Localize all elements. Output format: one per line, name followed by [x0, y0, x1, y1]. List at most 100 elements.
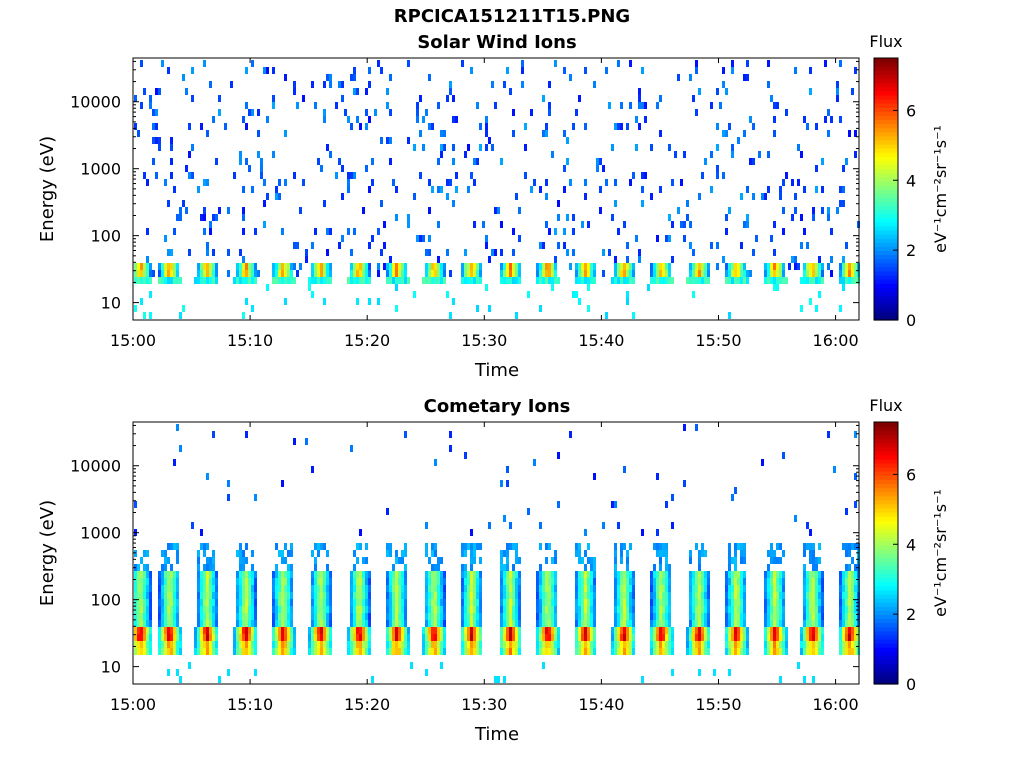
heatmap-cell	[746, 648, 749, 655]
heatmap-cell	[149, 627, 152, 634]
heatmap-cell	[428, 235, 431, 242]
heatmap-cell	[167, 571, 170, 578]
heatmap-cell	[683, 480, 686, 487]
heatmap-cell	[584, 67, 587, 74]
heatmap-cell	[272, 95, 275, 102]
heatmap-cell	[365, 123, 368, 130]
heatmap-cell	[182, 305, 185, 312]
colorbar-step	[874, 217, 898, 223]
y-tick-label: 10000	[70, 457, 121, 476]
heatmap-cell	[512, 228, 515, 235]
heatmap-cell	[626, 648, 629, 655]
heatmap-cell	[578, 543, 581, 550]
heatmap-cell	[326, 599, 329, 606]
heatmap-cell	[290, 564, 293, 571]
colorbar-step	[874, 634, 898, 640]
heatmap-cell	[848, 571, 851, 578]
heatmap-cell	[551, 627, 554, 634]
heatmap-cell	[206, 277, 209, 284]
heatmap-cell	[611, 648, 614, 655]
heatmap-cell	[179, 277, 182, 284]
heatmap-cell	[821, 207, 824, 214]
heatmap-cell	[452, 95, 455, 102]
heatmap-cell	[512, 613, 515, 620]
heatmap-cell	[407, 634, 410, 641]
heatmap-cell	[509, 613, 512, 620]
heatmap-cell	[239, 557, 242, 564]
heatmap-cell	[272, 641, 275, 648]
heatmap-cell	[659, 578, 662, 585]
heatmap-cell	[701, 172, 704, 179]
heatmap-cell	[245, 431, 248, 438]
heatmap-cell	[764, 627, 767, 634]
heatmap-cell	[512, 599, 515, 606]
heatmap-cell	[362, 620, 365, 627]
heatmap-cell	[821, 648, 824, 655]
heatmap-cell	[314, 634, 317, 641]
heatmap-cell	[656, 550, 659, 557]
heatmap-cell	[539, 592, 542, 599]
heatmap-cell	[842, 263, 845, 270]
heatmap-cell	[197, 186, 200, 193]
heatmap-cell	[203, 263, 206, 270]
heatmap-cell	[404, 627, 407, 634]
heatmap-cell	[485, 284, 488, 291]
heatmap-cell	[635, 116, 638, 123]
heatmap-cell	[770, 550, 773, 557]
heatmap-cell	[422, 235, 425, 242]
heatmap-cell	[593, 81, 596, 88]
heatmap-cell	[338, 158, 341, 165]
heatmap-cell	[140, 641, 143, 648]
heatmap-cell	[440, 270, 443, 277]
heatmap-cell	[425, 543, 428, 550]
heatmap-cell	[239, 543, 242, 550]
heatmap-cell	[431, 277, 434, 284]
heatmap-cell	[368, 571, 371, 578]
heatmap-cell	[776, 592, 779, 599]
heatmap-cell	[515, 270, 518, 277]
heatmap-cell	[698, 634, 701, 641]
heatmap-cell	[854, 501, 857, 508]
colorbar-step	[874, 565, 898, 570]
heatmap-cell	[317, 641, 320, 648]
heatmap-cell	[395, 592, 398, 599]
heatmap-cell	[749, 270, 752, 277]
heatmap-cell	[479, 613, 482, 620]
heatmap-cell	[473, 585, 476, 592]
heatmap-cell	[395, 634, 398, 641]
heatmap-cell	[797, 144, 800, 151]
heatmap-cell	[842, 592, 845, 599]
heatmap-cell	[287, 634, 290, 641]
heatmap-cell	[290, 550, 293, 557]
heatmap-cell	[836, 207, 839, 214]
heatmap-cell	[272, 620, 275, 627]
heatmap-cell	[236, 627, 239, 634]
heatmap-cell	[542, 634, 545, 641]
heatmap-cell	[800, 648, 803, 655]
heatmap-cell	[434, 606, 437, 613]
heatmap-cell	[776, 543, 779, 550]
heatmap-cell	[776, 606, 779, 613]
heatmap-cell	[200, 263, 203, 270]
heatmap-cell	[251, 585, 254, 592]
heatmap-cell	[287, 592, 290, 599]
heatmap-cell	[773, 634, 776, 641]
heatmap-cell	[779, 606, 782, 613]
heatmap-cell	[371, 676, 374, 683]
heatmap-cell	[311, 641, 314, 648]
heatmap-cell	[821, 627, 824, 634]
heatmap-cell	[164, 557, 167, 564]
heatmap-cell	[287, 641, 290, 648]
heatmap-cell	[464, 249, 467, 256]
heatmap-cell	[359, 592, 362, 599]
heatmap-cell	[134, 578, 137, 585]
heatmap-cell	[851, 641, 854, 648]
heatmap-cell	[587, 543, 590, 550]
heatmap-cell	[461, 543, 464, 550]
heatmap-cell	[848, 578, 851, 585]
heatmap-cell	[515, 634, 518, 641]
heatmap-cell	[692, 599, 695, 606]
heatmap-cell	[500, 480, 503, 487]
heatmap-cell	[296, 102, 299, 109]
heatmap-cell	[830, 256, 833, 263]
